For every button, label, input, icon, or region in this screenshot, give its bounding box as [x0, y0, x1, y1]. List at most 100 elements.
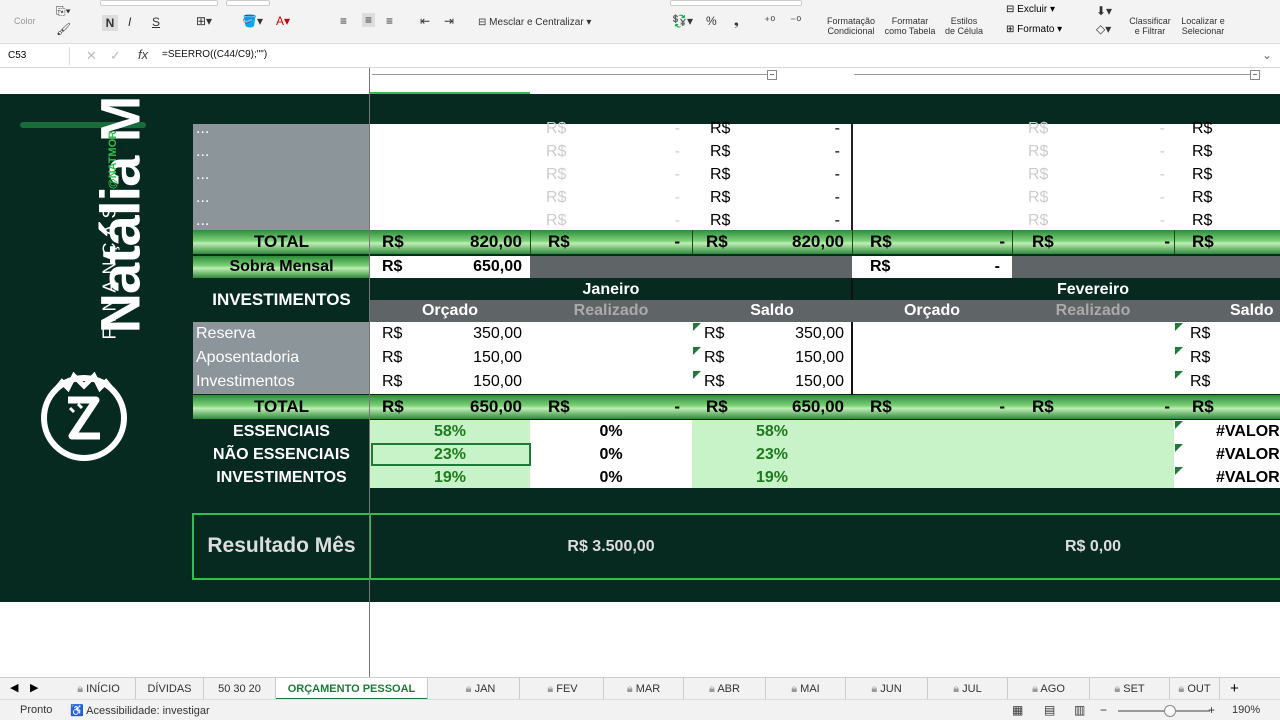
format-table-button[interactable]: Formatar como Tabela	[880, 16, 940, 36]
sheet-tab[interactable]: 🔒︎ JAN	[442, 678, 520, 700]
copy-icon[interactable]: ⎘▾	[56, 4, 71, 18]
accessibility-status[interactable]: ♿ Acessibilidade: investigar	[70, 705, 210, 717]
conditional-format-button[interactable]: Formatação Condicional	[820, 16, 882, 36]
pct-fev-saldo[interactable]: #VALOR	[1216, 423, 1280, 440]
sheet-tab[interactable]: 🔒︎ MAR	[604, 678, 684, 700]
name-box[interactable]: C53	[4, 47, 70, 65]
find-select-button[interactable]: Localizar e Selecionar	[1176, 16, 1230, 36]
font-size-box[interactable]	[226, 0, 270, 6]
font-name-box[interactable]	[100, 0, 218, 6]
pct-orcado[interactable]: 23%	[433, 446, 467, 463]
sheet-tab[interactable]: 🔒︎ AGO	[1008, 678, 1090, 700]
add-sheet-icon[interactable]: +	[1230, 680, 1239, 697]
borders-icon[interactable]: ⊞▾	[196, 14, 213, 28]
cell-styles-button[interactable]: Estilos de Célula	[940, 16, 988, 36]
align-left-icon[interactable]: ≡	[340, 14, 348, 28]
percent-button[interactable]: %	[706, 14, 717, 28]
sheet-tab[interactable]: 🔒︎ SET	[1090, 678, 1170, 700]
increase-decimal-icon[interactable]: ⁺⁰	[764, 14, 776, 28]
indent-icon[interactable]: ⇤	[420, 14, 431, 28]
zoom-thumb[interactable]	[1164, 705, 1176, 717]
total-saldo-value[interactable]: 820,00	[792, 232, 844, 251]
font-color-icon[interactable]: A▾	[276, 14, 291, 28]
expand-formula-icon[interactable]: ⌄	[1262, 48, 1273, 62]
invest-row-saldo[interactable]: 150,00	[795, 373, 844, 390]
sheet-tab[interactable]: 🔒︎ JUL	[928, 678, 1008, 700]
row-fev-realizado-currency: R$	[1028, 166, 1049, 183]
next-sheet-icon[interactable]: ▶	[30, 682, 39, 694]
conditional-format-label-2: Condicional	[827, 26, 875, 36]
group-line-1	[372, 74, 772, 75]
align-right-icon[interactable]: ≡	[386, 14, 394, 28]
bold-button[interactable]: N	[102, 15, 118, 31]
normal-view-icon[interactable]: ▦	[1012, 703, 1024, 717]
sheet-tab[interactable]: 🔒︎ INÍCIO	[62, 678, 136, 700]
function-icon[interactable]: fx	[138, 47, 149, 62]
zoom-in-icon[interactable]: +	[1208, 703, 1216, 717]
prev-sheet-icon[interactable]: ◀	[10, 682, 19, 694]
sheet-tab[interactable]: 🔒︎ OUT	[1170, 678, 1220, 700]
invest-row-orcado[interactable]: 150,00	[473, 349, 522, 366]
formula-input[interactable]: =SEERRO((C44/C9);"")	[162, 49, 268, 60]
currency-icon[interactable]: 💱▾	[672, 14, 693, 28]
italic-button[interactable]: I	[128, 15, 132, 29]
invest-row-orcado[interactable]: 150,00	[473, 373, 522, 390]
page-break-icon[interactable]: ▥	[1074, 703, 1086, 717]
clear-icon[interactable]: ◇▾	[1096, 22, 1112, 36]
pct-realizado[interactable]: 0%	[599, 423, 623, 440]
enter-icon[interactable]: ✓	[110, 48, 121, 63]
pct-orcado[interactable]: 19%	[433, 469, 467, 486]
invest-total-orcado[interactable]: 650,00	[470, 397, 522, 416]
pct-fev-column	[852, 420, 1174, 488]
page-layout-icon[interactable]: ▤	[1044, 703, 1056, 717]
format-button[interactable]: ⊞ Formato ▾	[1006, 24, 1063, 35]
resultado-jan[interactable]: R$ 3.500,00	[567, 538, 655, 555]
total-orcado-value[interactable]: 820,00	[470, 232, 522, 251]
sort-filter-button[interactable]: Classificar e Filtrar	[1124, 16, 1176, 36]
zoom-level[interactable]: 190%	[1232, 704, 1261, 716]
sheet-tab[interactable]: 🔒︎ FEV	[522, 678, 604, 700]
pct-realizado[interactable]: 0%	[599, 446, 623, 463]
zoom-out-icon[interactable]: −	[1100, 703, 1108, 717]
sheet-tab[interactable]: 🔒︎ MAI	[766, 678, 846, 700]
invest-total-fev-saldo-currency: R$	[1192, 397, 1214, 416]
format-painter-icon[interactable]: 🖌	[56, 22, 72, 36]
col-divider	[1174, 230, 1175, 254]
number-format-box[interactable]	[670, 0, 802, 6]
pct-fev-saldo[interactable]: #VALOR	[1216, 469, 1280, 486]
invest-row-orcado[interactable]: 350,00	[473, 325, 522, 342]
pct-saldo[interactable]: 23%	[755, 446, 789, 463]
underline-button[interactable]: S	[152, 15, 161, 29]
resultado-divider	[369, 513, 371, 580]
collapse-group-icon-2[interactable]: −	[1250, 70, 1260, 80]
sheet-tab[interactable]: 50 30 20	[204, 678, 276, 700]
pct-saldo[interactable]: 58%	[755, 423, 789, 440]
pct-fev-saldo[interactable]: #VALOR	[1216, 446, 1280, 463]
align-center-icon[interactable]: ≡	[362, 13, 376, 27]
sobra-fev-dash: -	[994, 258, 1000, 275]
sheet-tab[interactable]: ORÇAMENTO PESSOAL	[276, 678, 428, 700]
comment-indicator	[693, 323, 701, 331]
resultado-fev[interactable]: R$ 0,00	[1064, 538, 1122, 555]
fill-icon[interactable]: ⬇▾	[1096, 4, 1113, 18]
pct-realizado[interactable]: 0%	[599, 469, 623, 486]
invest-row-saldo[interactable]: 150,00	[795, 349, 844, 366]
sheet-tab[interactable]: DÍVIDAS	[136, 678, 204, 700]
sobra-value[interactable]: 650,00	[473, 258, 522, 275]
sheet-tab[interactable]: 🔒︎ ABR	[684, 678, 766, 700]
invest-row-saldo[interactable]: 350,00	[795, 325, 844, 342]
outdent-icon[interactable]: ⇥	[444, 14, 455, 28]
sheet-tab[interactable]: 🔒︎ JUN	[846, 678, 928, 700]
pct-saldo[interactable]: 19%	[755, 469, 789, 486]
thousands-button[interactable]: ❟	[734, 14, 739, 28]
selected-cell[interactable]	[371, 443, 531, 466]
decrease-decimal-icon[interactable]: ⁻⁰	[790, 14, 802, 28]
fill-color-icon[interactable]: 🪣▾	[242, 14, 263, 28]
col-saldo: Saldo	[750, 302, 794, 319]
pct-orcado[interactable]: 58%	[433, 423, 467, 440]
collapse-group-icon-1[interactable]: −	[767, 70, 777, 80]
invest-total-saldo[interactable]: 650,00	[792, 397, 844, 416]
cancel-icon[interactable]: ✕	[86, 48, 97, 63]
delete-button[interactable]: ⊟ Excluir ▾	[1006, 4, 1055, 15]
merge-center-button[interactable]: ⊟ Mesclar e Centralizar ▾	[478, 17, 592, 28]
